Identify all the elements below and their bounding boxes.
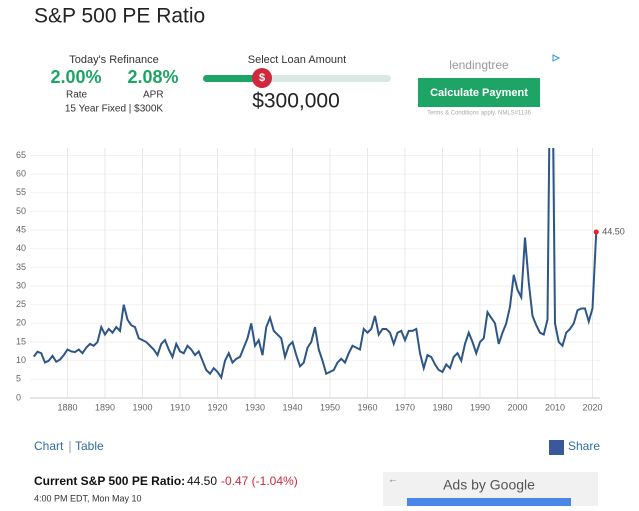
y-tick-label: 55 <box>16 187 26 197</box>
share-link[interactable]: Share <box>568 439 600 453</box>
ad-apr: 2.08% <box>127 67 178 87</box>
x-tick-label: 1930 <box>245 402 265 412</box>
x-tick-label: 1950 <box>320 402 340 412</box>
x-tick-label: 1900 <box>132 402 152 412</box>
current-value: 44.50 <box>187 474 217 488</box>
current-label: Current S&P 500 PE Ratio: <box>34 474 185 488</box>
x-tick-label: 2000 <box>507 402 527 412</box>
x-tick-label: 1920 <box>207 402 227 412</box>
pe-line <box>32 148 598 380</box>
last-value-label: 44.50 <box>602 226 625 236</box>
y-tick-label: 40 <box>16 243 26 253</box>
y-tick-label: 50 <box>16 206 26 216</box>
chart-tab[interactable]: Chart <box>34 439 64 453</box>
ads-by-google: Ads by Google <box>443 477 535 493</box>
ad-brand: lendingtree <box>449 58 509 72</box>
ad-disclaimer: Terms & Conditions apply. NMLS#1136 <box>427 111 531 117</box>
table-tab[interactable]: Table <box>75 439 104 453</box>
ad-feedback-button[interactable] <box>407 498 571 506</box>
x-tick-label: 1910 <box>170 402 190 412</box>
y-tick-label: 65 <box>16 150 26 160</box>
ad-back-icon[interactable]: ← <box>388 475 398 486</box>
y-tick-label: 0 <box>16 392 21 402</box>
calculate-button[interactable] <box>418 78 540 107</box>
current-change: -0.47 (-1.04%) <box>221 474 298 488</box>
last-point <box>593 229 599 235</box>
x-tick-label: 2020 <box>582 402 602 412</box>
y-tick-label: 45 <box>16 224 26 234</box>
y-tick-label: 60 <box>16 168 26 178</box>
current-time: 4:00 PM EDT, Mon May 10 <box>34 493 142 503</box>
x-tick-label: 1890 <box>95 402 115 412</box>
slider-fill <box>203 75 263 82</box>
y-tick-label: 5 <box>16 374 21 384</box>
x-tick-label: 1990 <box>470 402 490 412</box>
slider-icon: $ <box>259 72 265 84</box>
y-tick-label: 35 <box>16 262 26 272</box>
ad-apr-label: APR <box>143 90 164 101</box>
x-tick-label: 1880 <box>57 402 77 412</box>
x-tick-label: 1940 <box>282 402 302 412</box>
x-tick-label: 1980 <box>432 402 452 412</box>
y-tick-label: 25 <box>16 299 26 309</box>
y-tick-label: 30 <box>16 280 26 290</box>
ad-choices-icon[interactable] <box>552 54 561 62</box>
x-tick-label: 1970 <box>395 402 415 412</box>
share-icon[interactable] <box>549 440 564 455</box>
ad-rate-label: Rate <box>66 90 88 101</box>
ad-rate: 2.00% <box>50 67 101 87</box>
page-title: S&P 500 PE Ratio <box>34 5 205 28</box>
y-tick-label: 15 <box>16 336 26 346</box>
y-tick-label: 20 <box>16 318 26 328</box>
chart: 0 5 10 15 20 25 30 35 40 45 50 55 60 65 1880 1890 1900 19… <box>16 148 625 412</box>
x-tick-label: 1960 <box>357 402 377 412</box>
slider-handle[interactable] <box>252 68 272 88</box>
y-tick-label: 10 <box>16 355 26 365</box>
calculate-button-label: Calculate Payment <box>430 87 528 99</box>
slider-label: Select Loan Amount <box>248 54 346 66</box>
loan-amount: $300,000 <box>252 90 340 113</box>
ad-terms: 15 Year Fixed | $300K <box>65 104 164 115</box>
x-tick-label: 2010 <box>545 402 565 412</box>
ad-heading: Today's Refinance <box>69 54 159 66</box>
